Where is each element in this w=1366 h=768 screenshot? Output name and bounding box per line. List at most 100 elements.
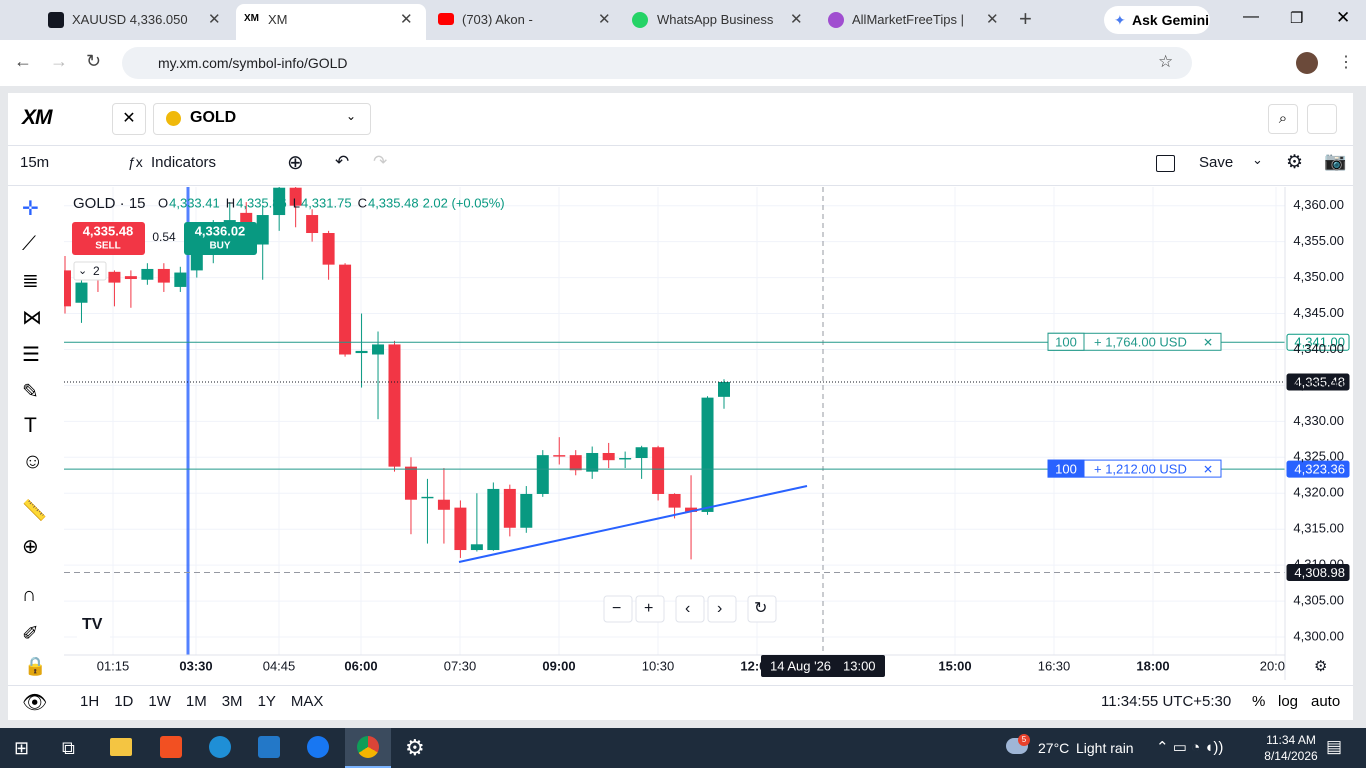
indicators[interactable]: Indicators [151, 154, 217, 171]
bookmark[interactable]: ☆ [1158, 52, 1174, 71]
sell-label[interactable]: SELL [95, 241, 121, 252]
crosshair-tool[interactable]: ✛ [22, 198, 39, 220]
range-button[interactable]: 1H [80, 693, 100, 710]
tab-title[interactable]: XAUUSD 4,336.050 ▼ – [72, 12, 188, 27]
fib-tool[interactable]: ≣ [22, 270, 39, 292]
tab-title[interactable]: (703) Akon - Smack [462, 12, 533, 27]
emoji-tool[interactable]: ☺ [22, 450, 44, 473]
range-button[interactable]: 1D [114, 693, 134, 710]
trend-line[interactable] [458, 485, 808, 563]
text-tool[interactable]: T [24, 414, 37, 437]
order-qty[interactable]: 100 [1055, 462, 1077, 477]
settings-app[interactable]: ⚙ [405, 735, 425, 760]
magnet-tool[interactable]: ∩ [22, 584, 37, 606]
divider [8, 145, 1353, 146]
redo[interactable]: ↷ [373, 152, 388, 171]
scroll-right[interactable] [707, 595, 737, 623]
reset[interactable] [747, 595, 777, 623]
buy-button[interactable] [184, 222, 257, 255]
explorer[interactable] [110, 738, 132, 756]
sell-price[interactable]: 4,335.48 [83, 223, 134, 238]
gemini-button[interactable]: Ask Gemini [1104, 6, 1210, 34]
edge[interactable] [209, 736, 231, 758]
order-pnl[interactable]: + 1,212.00 USD [1094, 462, 1187, 477]
close-window[interactable]: ✕ [1336, 8, 1351, 27]
symbol-select[interactable] [153, 103, 371, 135]
order-close[interactable]: ✕ [1203, 462, 1213, 476]
brush-tool[interactable]: ✎ [22, 381, 39, 403]
lock-draw[interactable]: ✐ [22, 623, 39, 645]
tab-close[interactable]: ✕ [790, 11, 803, 28]
new-tab[interactable]: + [1019, 6, 1032, 31]
screenshot[interactable]: 📷 [1324, 151, 1347, 171]
order-close[interactable]: ✕ [1203, 335, 1213, 349]
order-pnl[interactable]: + 1,764.00 USD [1094, 335, 1187, 350]
log-toggle[interactable]: log [1278, 693, 1299, 710]
tab-close[interactable]: ✕ [598, 11, 611, 28]
buy-price[interactable]: 4,336.02 [195, 223, 246, 238]
profile[interactable] [1296, 52, 1318, 74]
candle-body [306, 215, 319, 234]
zoom-tool[interactable]: ⊕ [22, 536, 39, 558]
address-bar[interactable] [122, 47, 1192, 79]
notifications[interactable]: ▤ [1326, 737, 1343, 756]
minimize[interactable]: — [1243, 8, 1259, 25]
save-menu[interactable]: ⌄ [1252, 152, 1263, 167]
task-view[interactable]: ⧉ [62, 738, 75, 758]
back[interactable]: ← [14, 51, 32, 71]
maximize[interactable]: ❐ [1290, 10, 1304, 27]
tab-close[interactable]: ✕ [400, 11, 413, 28]
reload[interactable]: ↻ [86, 51, 102, 71]
tab-title[interactable]: AllMarketFreeTips | Fre [852, 12, 964, 27]
outlook[interactable] [258, 736, 280, 758]
menu[interactable]: ⋮ [1338, 54, 1354, 71]
active-tab[interactable] [236, 4, 426, 40]
zoom-in[interactable] [635, 595, 665, 623]
positions-toggle[interactable] [73, 261, 107, 281]
range-button[interactable]: 1Y [257, 693, 276, 710]
tab-close[interactable]: ✕ [986, 11, 999, 28]
store[interactable] [160, 736, 182, 758]
chrome[interactable] [357, 736, 379, 758]
tab-title[interactable]: XM [268, 12, 288, 27]
y-tick-label: 4,310.00 [1293, 557, 1344, 572]
facebook[interactable] [307, 736, 329, 758]
tray-icons[interactable]: ⌃ ▭ ◔ ◖)) [1156, 739, 1224, 756]
url[interactable]: my.xm.com/symbol-info/GOLD [158, 55, 348, 71]
scroll-left[interactable] [675, 595, 705, 623]
undo[interactable]: ↶ [335, 152, 350, 171]
range-button[interactable]: 3M [221, 693, 243, 710]
pattern-tool[interactable]: ⋈ [22, 307, 42, 329]
forward[interactable]: → [50, 51, 68, 71]
order-qty[interactable]: 100 [1055, 335, 1077, 350]
close-chart[interactable]: ✕ [112, 103, 146, 135]
order-qty-box[interactable] [1047, 332, 1085, 351]
layout[interactable] [1156, 155, 1175, 172]
range-button[interactable]: MAX [290, 693, 324, 710]
lock[interactable]: 🔒 [24, 656, 47, 676]
percent-toggle[interactable]: % [1252, 693, 1266, 710]
tab-close[interactable]: ✕ [208, 11, 221, 28]
add[interactable]: ⊕ [287, 152, 304, 174]
forecast-tool[interactable]: ☰ [22, 344, 40, 366]
interval[interactable]: 15m [20, 154, 50, 171]
line-tool[interactable]: ⟋ [22, 233, 36, 255]
save[interactable]: Save [1199, 154, 1234, 171]
start[interactable]: ⊞ [14, 738, 30, 758]
buy-label[interactable]: BUY [209, 241, 230, 252]
sell-button[interactable] [72, 222, 145, 255]
search[interactable]: ⌕ [1268, 104, 1298, 134]
order-qty-box[interactable] [1047, 459, 1085, 478]
range-button[interactable]: 1M [185, 693, 207, 710]
auto-toggle[interactable]: auto [1311, 693, 1341, 710]
panel-toggle[interactable] [1307, 104, 1337, 134]
tab-title[interactable]: WhatsApp Business [657, 12, 774, 27]
hide[interactable]: 👁 [22, 692, 48, 714]
positions-count[interactable]: 2 [93, 264, 100, 278]
axis-settings[interactable]: ⚙ [1314, 658, 1327, 675]
range-button[interactable]: 1W [148, 693, 171, 710]
zoom-out[interactable] [603, 595, 633, 623]
ruler-tool[interactable]: 📏 [22, 500, 47, 522]
settings[interactable]: ⚙ [1286, 152, 1304, 173]
